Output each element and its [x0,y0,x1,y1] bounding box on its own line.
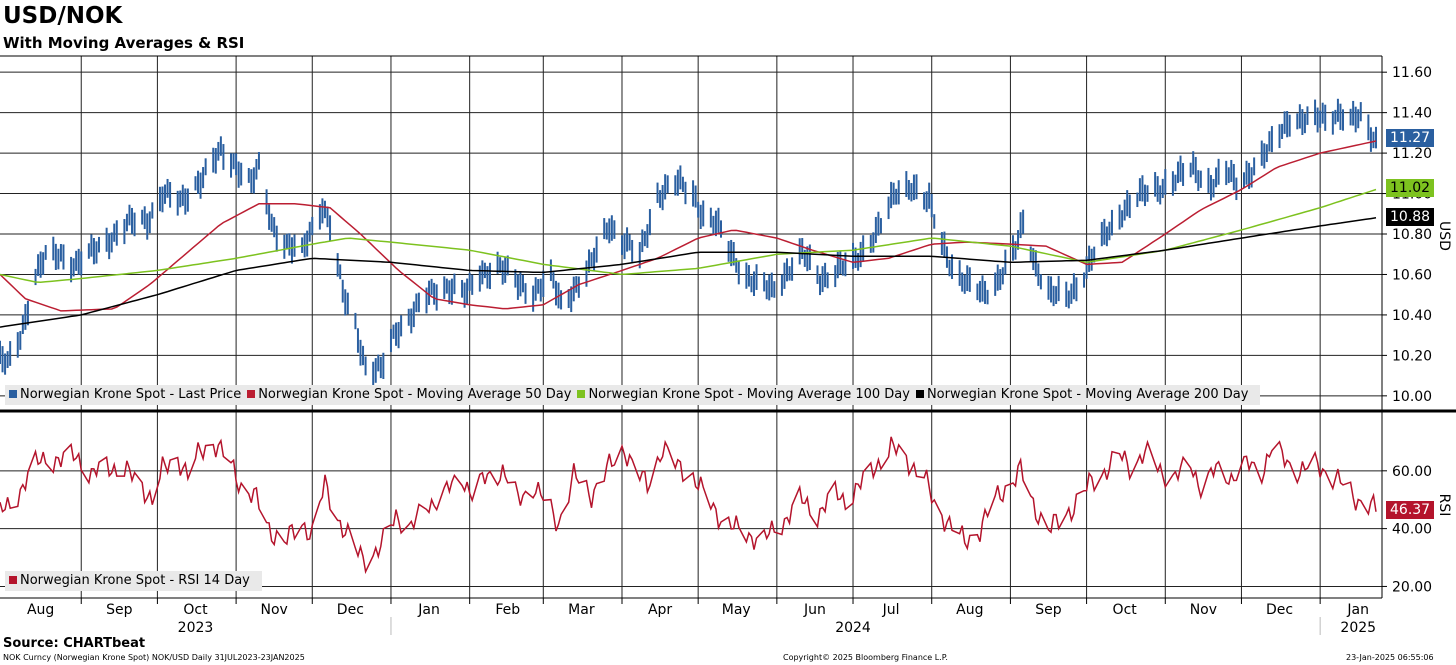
badge-ma200: 10.88 [1386,208,1435,226]
footer-timestamp: 23-Jan-2025 06:55:06 [1346,653,1434,662]
y-tick-label: 11.20 [1392,146,1432,162]
badge-rsi: 46.37 [1386,501,1435,519]
x-tick-label: Jan [1346,602,1369,618]
y-tick-label: 10.40 [1392,308,1432,324]
legend-item-ma200: Norwegian Krone Spot - Moving Average 20… [915,385,1249,405]
legend-swatch [915,390,924,398]
x-tick-label: Jun [803,602,826,618]
chart-title: USD/NOK [3,3,123,29]
legend-label: Norwegian Krone Spot - Last Price [20,387,242,402]
x-tick-label: Nov [1190,602,1217,618]
legend-label: Norwegian Krone Spot - Moving Average 20… [926,387,1249,402]
legend-label: Norwegian Krone Spot - Moving Average 10… [588,387,910,402]
x-tick-label: Jan [417,602,440,618]
x-tick-label: Oct [1113,602,1138,618]
badge-last-price: 11.27 [1386,129,1435,147]
x-tick-label: Jul [882,602,900,618]
y-tick-label: 20.00 [1392,579,1432,595]
y-tick-label: 10.20 [1392,348,1432,364]
y-tick-label: 40.00 [1392,522,1432,538]
x-tick-label: Sep [1035,602,1062,618]
price-legend: Norwegian Krone Spot - Last Price Norwegi… [5,385,1261,405]
price-series [0,98,1377,388]
x-tick-label: Dec [337,602,364,618]
year-label: 2023 [178,620,214,636]
ma50-line [0,140,1377,312]
y-axis-title-rsi: RSI [1436,494,1452,517]
legend-swatch [577,390,586,398]
legend-item-ma50: Norwegian Krone Spot - Moving Average 50… [247,385,571,405]
x-tick-label: May [722,602,751,618]
chart-subtitle: With Moving Averages & RSI [3,34,245,52]
source-note: Source: CHARTbeat [3,636,146,651]
year-label: 2024 [835,620,871,636]
legend-label: Norwegian Krone Spot - Moving Average 50… [258,387,572,402]
y-tick-label: 11.40 [1392,106,1432,122]
x-tick-label: Sep [106,602,133,618]
x-tick-label: Nov [261,602,288,618]
legend-swatch [9,576,17,584]
x-tick-label: Aug [956,602,983,618]
x-tick-label: Dec [1266,602,1293,618]
x-tick-label: Apr [648,602,672,618]
y-axis-title-usd: USD [1436,221,1452,251]
x-tick-label: Mar [568,602,595,618]
y-tick-label: 10.80 [1392,227,1432,243]
legend-swatch [247,390,256,398]
x-tick-label: Oct [183,602,208,618]
year-label: 2025 [1340,620,1376,636]
y-tick-label: 11.60 [1392,65,1432,81]
legend-swatch [9,390,17,398]
rsi-series [0,436,1377,575]
footer-ticker: NOK Curncy (Norwegian Krone Spot) NOK/US… [3,653,305,662]
rsi-legend: Norwegian Krone Spot - RSI 14 Day [5,571,262,591]
y-tick-label: 10.60 [1392,267,1432,283]
ma200-line [0,217,1377,328]
legend-item-ma100: Norwegian Krone Spot - Moving Average 10… [577,385,910,405]
badge-ma100: 11.02 [1386,179,1435,197]
legend-item-last-price: Norwegian Krone Spot - Last Price [9,385,241,405]
legend-label: Norwegian Krone Spot - RSI 14 Day [20,573,250,588]
x-tick-label: Feb [495,602,520,618]
rsi-line [0,436,1377,575]
y-tick-label: 60.00 [1392,464,1432,480]
grid-lines [0,56,1382,598]
footer-copyright: Copyright© 2025 Bloomberg Finance L.P. [783,653,948,662]
legend-item-rsi: Norwegian Krone Spot - RSI 14 Day [9,571,250,591]
x-tick-label: Aug [27,602,54,618]
y-tick-label: 10.00 [1392,389,1432,405]
